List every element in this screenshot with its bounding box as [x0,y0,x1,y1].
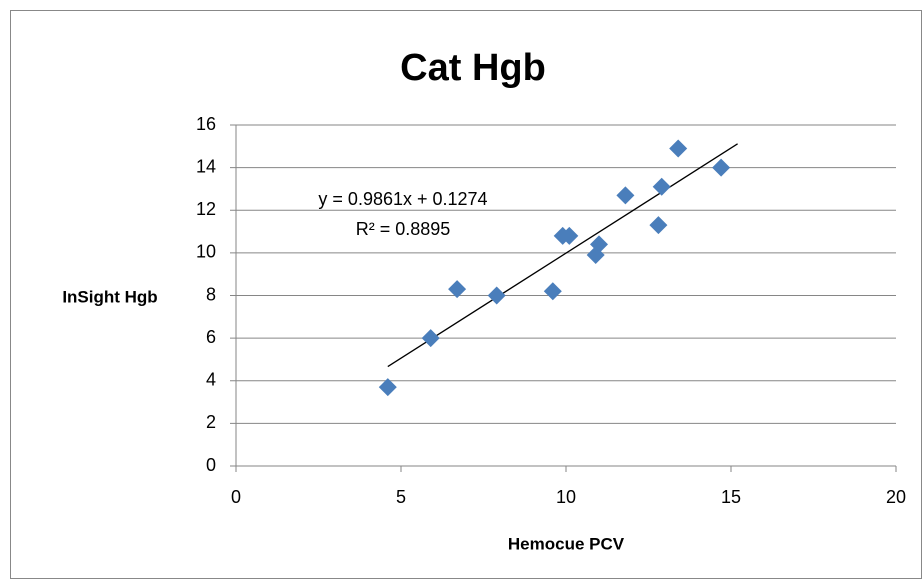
trendline [387,143,738,368]
scatter-point [560,226,579,245]
scatter-point [649,216,668,235]
y-tick-label: 4 [206,370,216,390]
scatter-point [448,280,467,299]
y-axis-label: InSight Hgb [62,287,157,306]
x-tick-label: 0 [231,487,241,507]
chart-frame [10,10,922,579]
scatter-point [421,329,440,348]
y-tick-label: 8 [206,284,216,304]
x-tick-label: 20 [886,487,906,507]
scatter-point [652,177,671,196]
scatter-point [590,235,608,254]
y-tick-label: 2 [206,412,216,432]
x-tick-label: 10 [556,487,576,507]
scatter-point [669,139,688,158]
y-tick-label: 6 [206,327,216,347]
y-tick-label: 14 [196,156,216,176]
x-axis-label: Hemocue PCV [508,534,625,553]
x-tick-label: 15 [721,487,741,507]
scatter-point [712,158,731,177]
y-tick-label: 0 [206,455,216,475]
scatter-point [487,286,506,305]
scatter-point [543,282,562,301]
y-tick-label: 16 [196,114,216,134]
chart-title: Cat Hgb [400,47,546,89]
scatter-point [616,186,635,205]
y-tick-label: 12 [196,199,216,219]
trendline-r-squared: R² = 0.8895 [356,219,451,239]
scatter-point [378,378,397,397]
y-tick-label: 10 [196,242,216,262]
trendline-equation: y = 0.9861x + 0.1274 [318,189,487,209]
x-tick-label: 5 [396,487,406,507]
